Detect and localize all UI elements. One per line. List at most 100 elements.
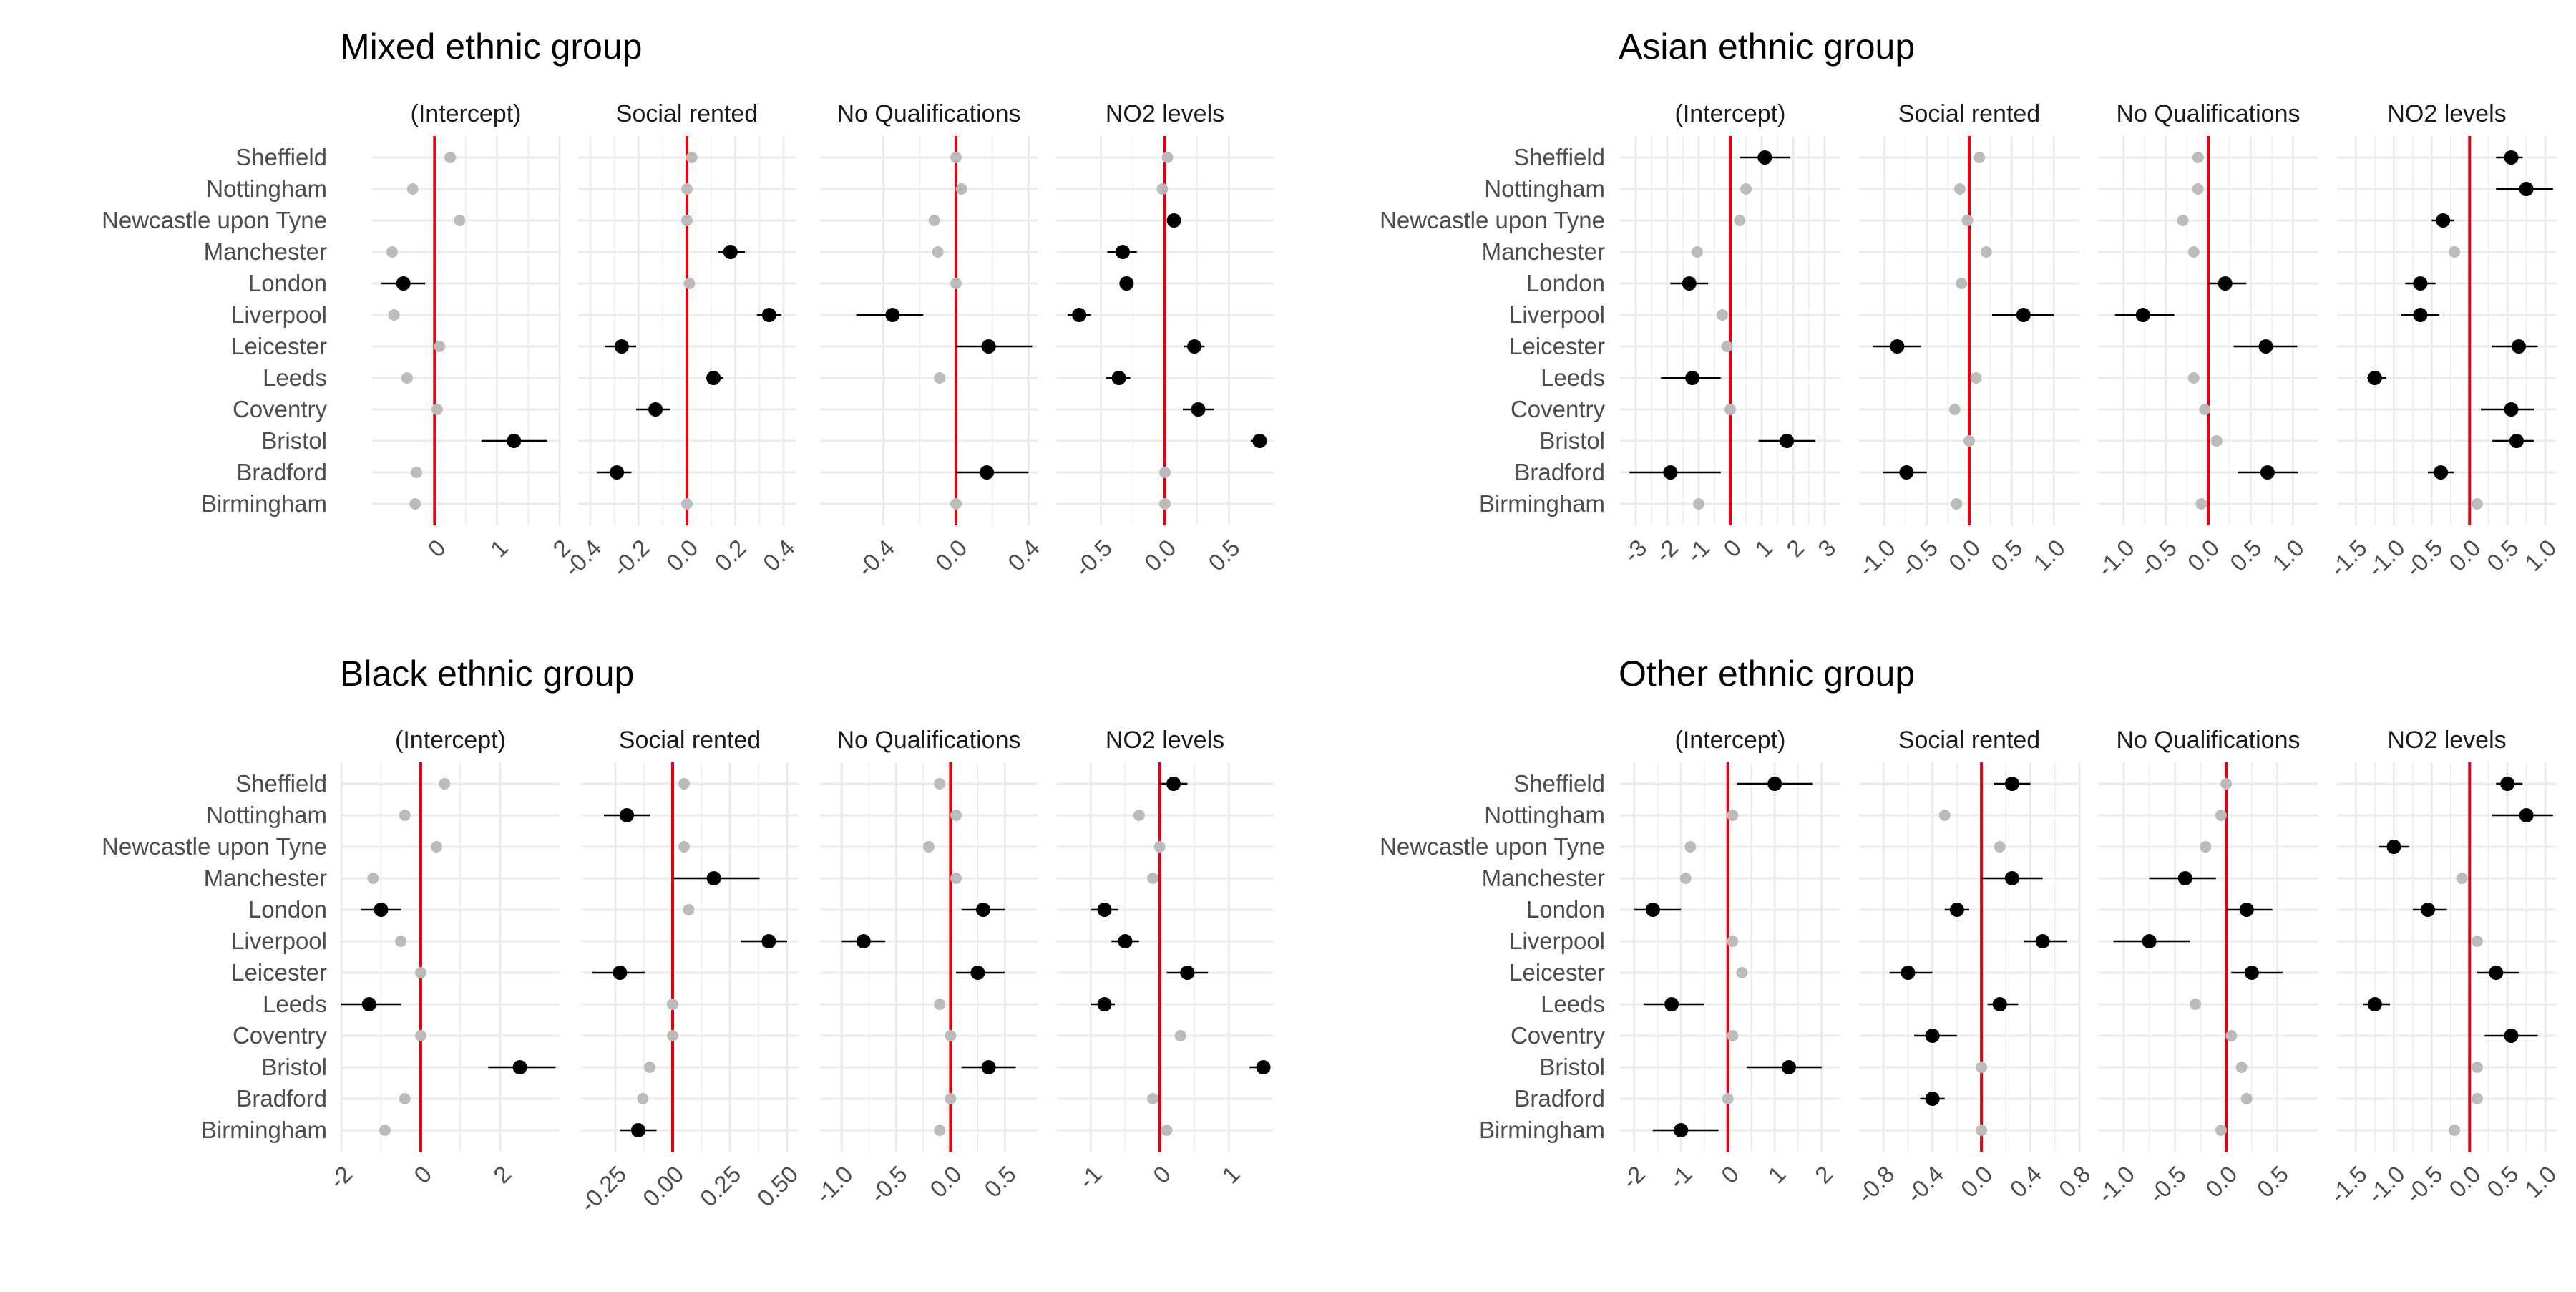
estimate-point (388, 309, 400, 321)
estimate-point-significant (2489, 966, 2504, 980)
estimate-point-significant (1890, 339, 1905, 354)
estimate-point-significant (1901, 966, 1916, 980)
estimate-point-significant (1674, 1123, 1689, 1137)
axis-tick-label: 0.5 (1986, 534, 2028, 576)
estimate-point-significant (1685, 371, 1700, 385)
axis-tick-label: 2 (488, 1160, 516, 1188)
estimate-point (2215, 810, 2227, 821)
estimate-point-significant (610, 465, 625, 480)
panel-other-ethnic-group: Other ethnic group Sheffield Nottingham New… (1380, 654, 2561, 1208)
estimate-point (950, 873, 962, 884)
estimate-point-significant (2504, 1029, 2519, 1043)
city-label: Bradford (236, 1085, 327, 1112)
facet-strip-label: Social rented (1898, 100, 2040, 127)
estimate-point-significant (1682, 276, 1697, 291)
estimate-point-significant (1118, 934, 1133, 948)
city-label: Bristol (1539, 1054, 1605, 1080)
estimate-point-significant (614, 339, 629, 354)
estimate-point (1740, 183, 1752, 195)
axis-tick-label: -0.8 (1852, 1160, 1899, 1208)
estimate-point (2187, 246, 2200, 258)
axis-tick-label: -0.5 (2400, 534, 2447, 581)
estimate-point-significant (613, 966, 628, 980)
city-label: Birmingham (1479, 490, 1605, 517)
axis-tick-label: 2 (1781, 534, 1809, 562)
city-label: Sheffield (1513, 770, 1605, 797)
estimate-point (1721, 341, 1733, 352)
estimate-point-significant (885, 308, 900, 322)
axis-tick-label: -2 (1650, 534, 1684, 568)
estimate-point (1727, 936, 1739, 947)
estimate-point (681, 183, 693, 195)
facet-strip-label: No Qualifications (2116, 727, 2300, 754)
city-label: Liverpool (231, 301, 327, 328)
axis-tick-label: -2 (1616, 1160, 1650, 1194)
estimate-point-significant (2035, 934, 2050, 948)
estimate-point-significant (2413, 276, 2428, 291)
city-label: Coventry (233, 1022, 328, 1049)
estimate-point (678, 778, 690, 790)
estimate-point (1994, 841, 2006, 853)
city-label: Coventry (1511, 396, 1606, 422)
axis-tick-label: 0.0 (2182, 534, 2225, 576)
estimate-point (431, 841, 443, 853)
estimate-point-significant (2177, 871, 2192, 885)
estimate-point (1938, 810, 1951, 821)
city-label: Birmingham (201, 1117, 327, 1143)
city-label: Manchester (1482, 238, 1605, 265)
facet-strip-label: NO2 levels (2387, 100, 2506, 127)
estimate-point (2449, 246, 2461, 258)
estimate-point (406, 183, 419, 195)
panel-title: Black ethnic group (340, 654, 634, 694)
city-label: London (248, 270, 327, 296)
estimate-point (934, 1125, 946, 1136)
estimate-point (2456, 873, 2468, 884)
city-label: Leeds (263, 991, 327, 1017)
estimate-point-significant (1781, 1060, 1796, 1074)
axis-tick-label: -1.0 (2092, 1160, 2140, 1208)
estimate-point (955, 183, 967, 195)
estimate-point-significant (761, 934, 776, 948)
estimate-point (2190, 999, 2202, 1010)
estimate-point (2449, 1125, 2461, 1136)
estimate-point-significant (2135, 308, 2150, 322)
estimate-point-significant (1663, 465, 1678, 480)
estimate-point (1956, 278, 1968, 289)
estimate-point-significant (361, 997, 376, 1011)
facet-no2-levels: NO2 levels -1.5-1.0-0.50.00.51.0 (2325, 727, 2562, 1208)
city-label: Nottingham (1484, 802, 1605, 828)
axis-tick-label: -1.5 (2325, 1160, 2372, 1208)
axis-tick-label: 0.5 (2225, 534, 2267, 576)
estimate-point (2220, 778, 2233, 790)
city-label: London (1526, 896, 1605, 923)
axis-tick-label: 0.0 (2444, 534, 2486, 576)
axis-tick-label: 0.5 (1203, 534, 1245, 576)
estimate-point-significant (1252, 434, 1267, 448)
axis-tick-label: 1.0 (2519, 1160, 2562, 1203)
estimate-point (1974, 152, 1986, 163)
estimate-point (454, 215, 466, 226)
estimate-point (683, 278, 696, 289)
panel-title: Other ethnic group (1619, 654, 1915, 694)
estimate-point (379, 1125, 391, 1136)
estimate-point (434, 341, 446, 352)
facet-no2-levels: NO2 levels -0.5 0.0 0.5 (1056, 100, 1274, 582)
axis-tick-label: -0.5 (1896, 534, 1943, 581)
estimate-point-significant (856, 934, 871, 948)
estimate-point-significant (1992, 997, 2007, 1011)
axis-tick-label: 0.2 (709, 534, 751, 576)
estimate-point (2471, 1062, 2483, 1073)
facet-social-rented: Social rented -0.4 -0.2 0.0 0.2 0.4 (559, 100, 800, 582)
axis-tick-label: -2 (324, 1160, 358, 1194)
city-label: Coventry (1511, 1022, 1606, 1049)
estimate-point-significant (981, 339, 996, 354)
city-label: Manchester (204, 238, 327, 265)
axis-tick-label: 0.0 (2200, 1160, 2243, 1203)
facet-strip-label: No Qualifications (2116, 100, 2300, 127)
axis-tick-label: 0.25 (695, 1160, 746, 1212)
estimate-point (945, 1030, 957, 1041)
city-label: Leicester (1509, 333, 1605, 359)
axis-tick-label: 0.4 (1002, 534, 1045, 576)
estimate-point-significant (2434, 465, 2449, 480)
estimate-point (1722, 1093, 1734, 1104)
